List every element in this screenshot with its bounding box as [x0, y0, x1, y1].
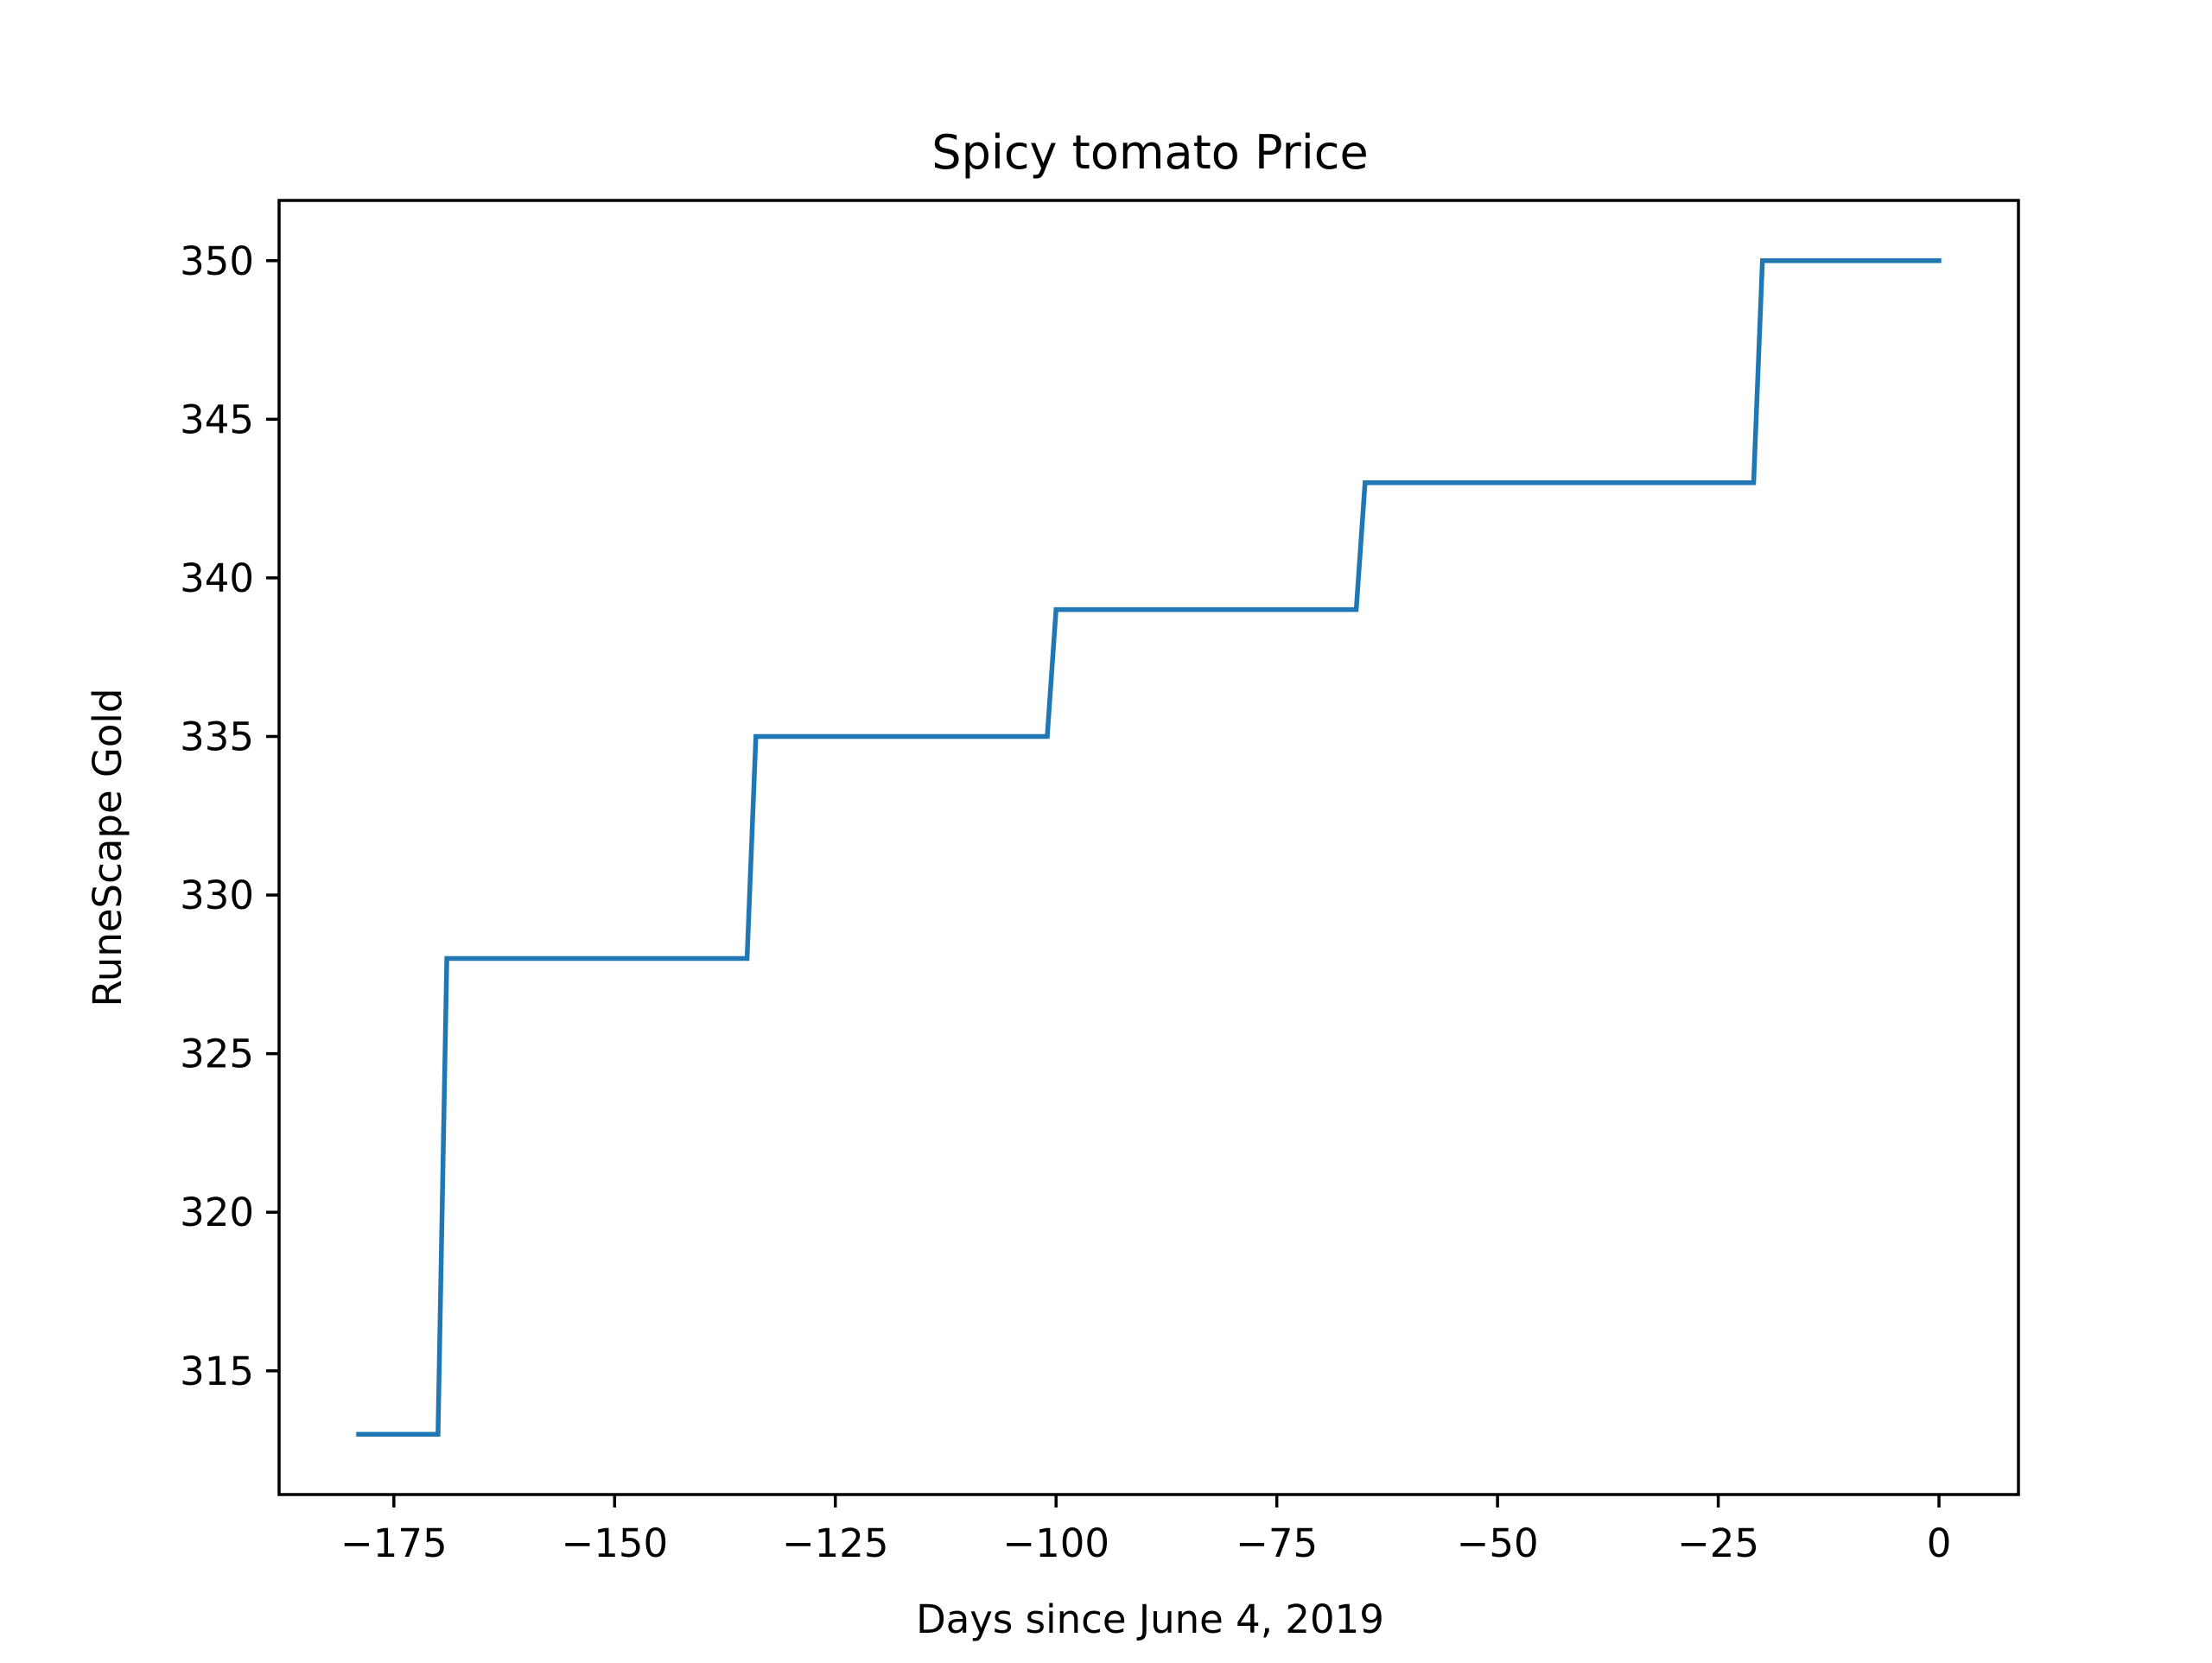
- series-line-0: [356, 258, 1942, 1437]
- x-tick-label: 0: [1927, 1520, 1952, 1566]
- x-tick-label: −25: [1677, 1520, 1759, 1566]
- x-tick-label: −150: [561, 1520, 668, 1566]
- series-layer: [356, 258, 1942, 1437]
- y-tick-label: 350: [180, 238, 254, 284]
- x-axis: −175 −150 −125 −100 −75 −50 −25 0: [340, 1495, 1951, 1566]
- y-tick-label: 345: [180, 397, 254, 442]
- x-tick-label: −175: [340, 1520, 448, 1566]
- y-tick-label: 340: [180, 555, 254, 601]
- x-tick-label: −50: [1457, 1520, 1539, 1566]
- y-tick-label: 320: [180, 1190, 254, 1235]
- plot-frame: [277, 199, 2020, 1496]
- chart-title: Spicy tomato Price: [931, 125, 1368, 180]
- x-tick-label: −100: [1002, 1520, 1109, 1566]
- x-tick-label: −75: [1236, 1520, 1318, 1566]
- y-axis: 315 320 325 330 335 340 345 350: [180, 238, 279, 1394]
- x-tick-label: −125: [782, 1520, 889, 1566]
- y-tick-label: 315: [180, 1349, 254, 1394]
- y-tick-label: 325: [180, 1031, 254, 1077]
- y-tick-label: 335: [180, 714, 254, 759]
- x-axis-title: Days since June 4, 2019: [916, 1596, 1384, 1642]
- y-axis-title: RuneScape Gold: [85, 689, 130, 1007]
- y-tick-label: 330: [180, 873, 254, 918]
